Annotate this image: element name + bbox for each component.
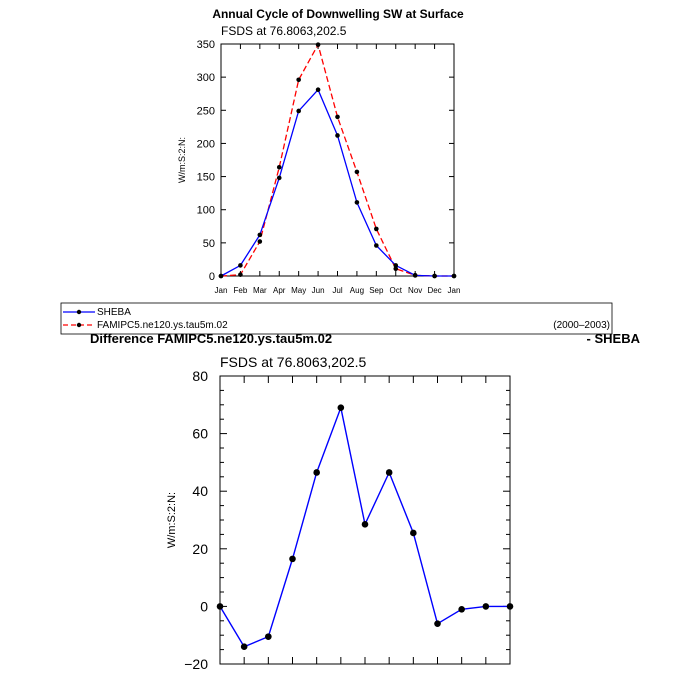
model-point <box>257 239 263 244</box>
top-x-tick-label: Jan <box>215 286 228 295</box>
top-y-axis-label: W/m:S:2:N: <box>177 137 187 183</box>
bottom-chart-subtitle: FSDS at 76.8063,202.5 <box>220 354 367 370</box>
difference-point <box>506 603 514 610</box>
sheba-point <box>257 232 263 238</box>
sheba-point <box>354 200 360 205</box>
legend-period: (2000–2003) <box>553 320 610 331</box>
model-point <box>238 272 243 277</box>
model-point <box>276 164 282 170</box>
model-point <box>412 273 418 278</box>
bottom-y-tick-label: −20 <box>184 656 208 672</box>
bottom-chart-title-right: - SHEBA <box>587 331 641 346</box>
difference-point <box>289 555 296 563</box>
bottom-y-axis-label: W/m:S:2:N: <box>166 492 178 548</box>
difference-point <box>410 529 417 537</box>
top-x-tick-label: Aug <box>350 286 364 295</box>
difference-point <box>458 605 465 613</box>
model-point <box>335 114 340 120</box>
top-chart-subtitle: FSDS at 76.8063,202.5 <box>221 24 347 38</box>
bottom-y-tick-label: 20 <box>192 541 208 557</box>
sheba-point <box>315 87 321 93</box>
model-point <box>374 226 379 232</box>
difference-point <box>337 404 345 411</box>
top-y-tick-label: 100 <box>197 205 215 217</box>
difference-point <box>240 643 248 651</box>
legend-sheba-marker <box>76 309 82 315</box>
legend-sheba-label: SHEBA <box>97 307 131 318</box>
top-y-tick-label: 0 <box>209 271 215 283</box>
bottom-chart: Difference FAMIPC5.ne120.ys.tau5m.02 - S… <box>90 331 641 672</box>
sheba-point <box>393 263 399 268</box>
legend-box <box>60 302 613 335</box>
model-point <box>432 273 437 279</box>
bottom-y-tick-label: 60 <box>192 426 208 442</box>
legend-entry-sheba: SHEBA <box>63 307 131 318</box>
sheba-point <box>238 263 243 268</box>
top-x-tick-label: Apr <box>273 286 286 295</box>
top-x-tick-label: Oct <box>390 286 403 295</box>
legend: SHEBA FAMIPC5.ne120.ys.tau5m.02 (2000–20… <box>60 302 613 335</box>
top-x-tick-label: Jun <box>312 286 325 295</box>
top-y-tick-label: 250 <box>197 105 215 117</box>
model-point <box>218 273 224 279</box>
model-point <box>451 273 457 279</box>
difference-point <box>216 603 224 610</box>
top-y-tick-label: 50 <box>203 238 215 250</box>
model-point <box>315 42 321 47</box>
top-chart: Annual Cycle of Downwelling SW at Surfac… <box>177 7 464 295</box>
legend-model-marker <box>76 322 82 328</box>
sheba-point <box>276 175 282 181</box>
top-x-tick-label: Mar <box>253 286 267 295</box>
top-x-tick-label: May <box>291 286 306 295</box>
top-y-tick-label: 150 <box>197 172 215 184</box>
difference-point <box>385 469 393 476</box>
top-x-tick-label: Dec <box>427 286 441 295</box>
bottom-y-tick-label: 0 <box>200 598 208 614</box>
top-y-tick-label: 300 <box>197 72 215 84</box>
top-x-tick-label: Nov <box>408 286 422 295</box>
top-y-tick-label: 200 <box>197 138 215 150</box>
difference-point <box>265 633 272 640</box>
difference-point <box>313 469 320 476</box>
bottom-chart-title-left: Difference FAMIPC5.ne120.ys.tau5m.02 <box>90 331 332 346</box>
legend-entry-model: FAMIPC5.ne120.ys.tau5m.02 <box>63 320 228 331</box>
difference-point <box>361 521 369 528</box>
top-x-tick-label: Feb <box>234 286 248 295</box>
bottom-plot-frame <box>219 375 511 665</box>
bottom-y-tick-label: 40 <box>192 483 208 499</box>
sheba-point <box>335 133 340 138</box>
top-y-tick-label: 350 <box>197 39 215 51</box>
model-point <box>393 266 399 272</box>
legend-model-label: FAMIPC5.ne120.ys.tau5m.02 <box>97 320 228 331</box>
top-x-tick-label: Jan <box>448 286 461 295</box>
top-x-tick-label: Sep <box>369 286 384 295</box>
model-point <box>354 169 360 175</box>
top-x-tick-label: Jul <box>332 286 342 295</box>
difference-point <box>434 620 441 627</box>
sheba-point <box>374 243 379 248</box>
model-point <box>296 77 301 83</box>
difference-point <box>482 603 490 610</box>
bottom-y-tick-label: 80 <box>192 368 208 384</box>
sheba-point <box>296 108 301 114</box>
top-chart-title: Annual Cycle of Downwelling SW at Surfac… <box>212 7 464 21</box>
